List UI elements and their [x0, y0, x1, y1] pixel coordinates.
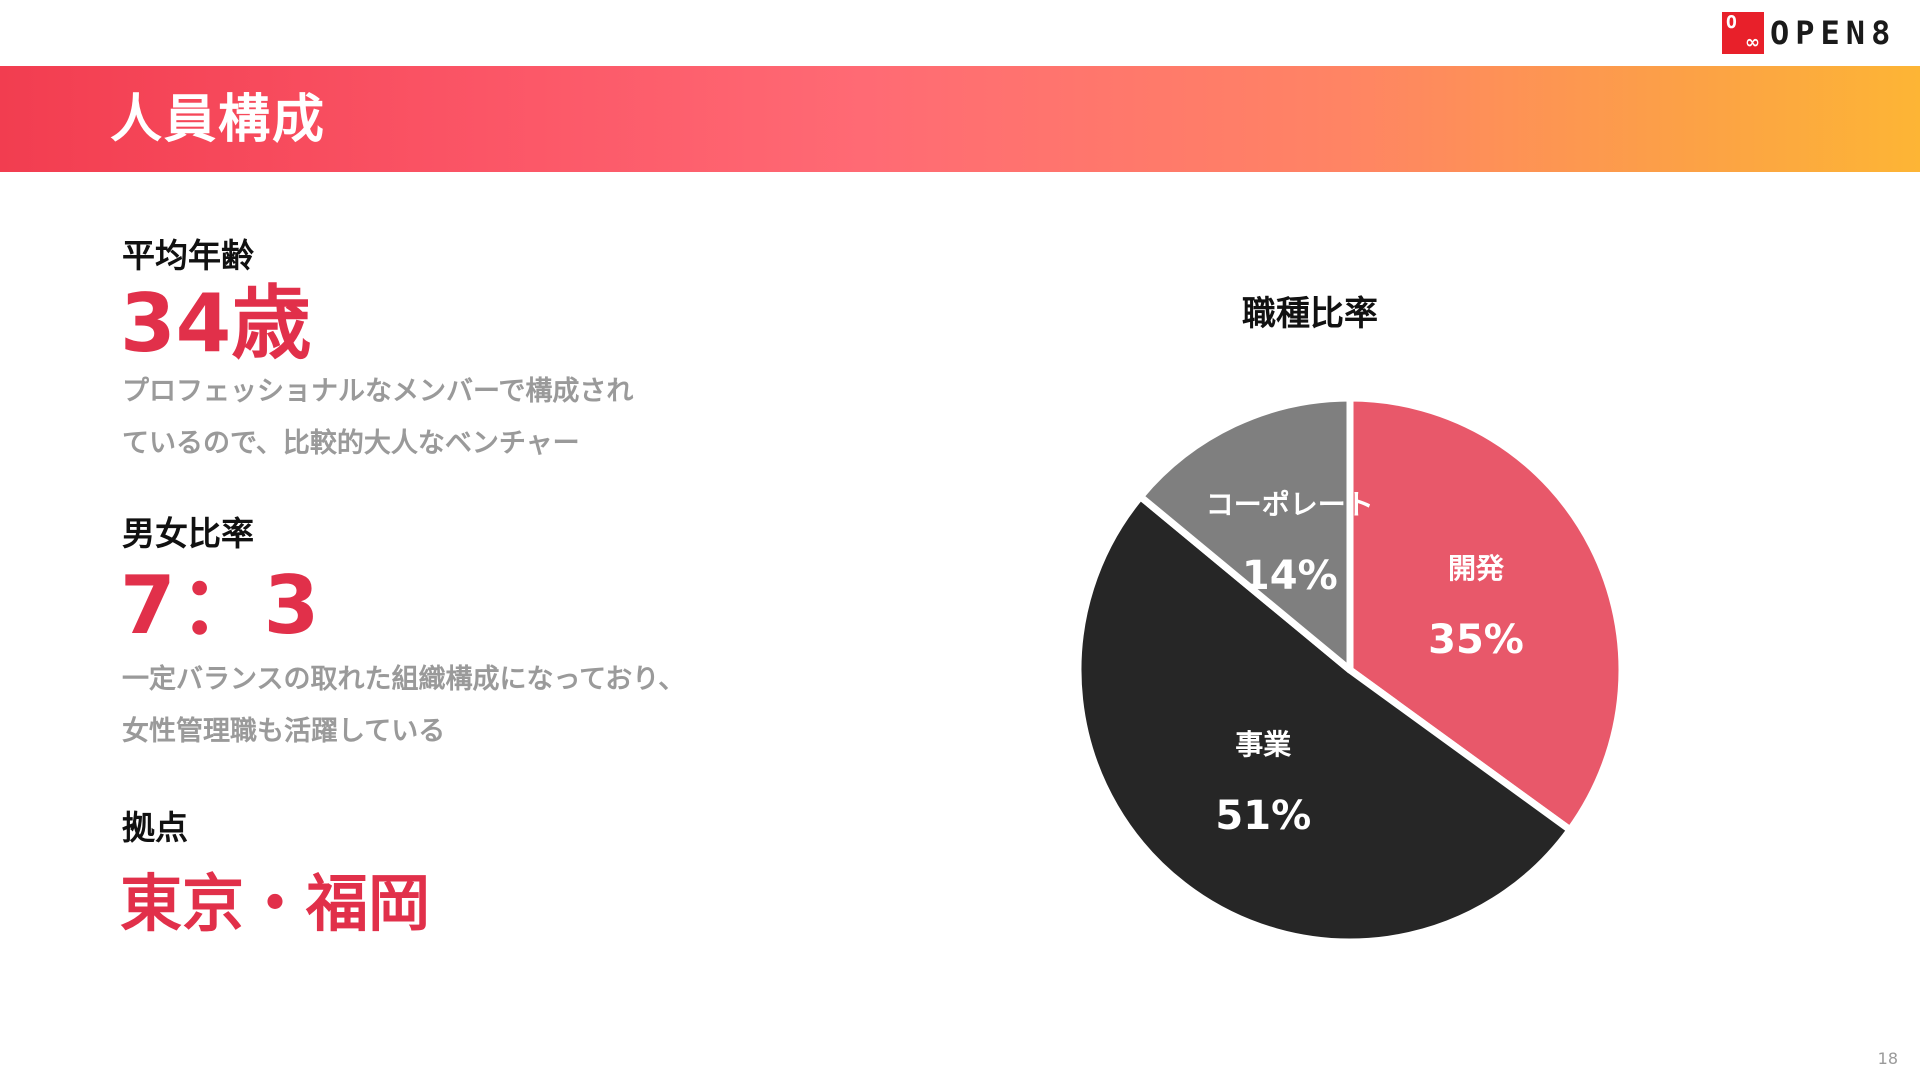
chart-title: 職種比率: [1242, 294, 1378, 334]
gender-ratio-value: 7：3: [120, 559, 324, 652]
average-age-description-line: プロフェッショナルなメンバーで構成され: [122, 376, 634, 407]
job-type-pie-chart: 開発 35% 事業 51% コーポレート 14%: [1074, 394, 1626, 946]
pie-slice-0: [1346, 394, 1626, 834]
pie-slice-label: 開発: [1448, 552, 1505, 585]
gender-ratio-description-line: 一定バランスの取れた組織構成になっており、: [122, 664, 686, 695]
pie-slice-label: コーポレート: [1206, 488, 1374, 521]
logo-mark-bottom: ∞: [1745, 32, 1760, 53]
average-age-label: 平均年齢: [122, 236, 254, 275]
gender-ratio-description: 一定バランスの取れた組織構成になっており、 女性管理職も活躍している: [122, 654, 685, 758]
gender-ratio-description-line: 女性管理職も活躍している: [122, 716, 446, 747]
pie-slice-label: 事業: [1235, 728, 1291, 761]
pie-slice-value-label: 51%: [1215, 793, 1311, 839]
logo-text: OPEN8: [1770, 14, 1897, 52]
pie-slice-2: [1136, 394, 1354, 674]
gender-ratio-label: 男女比率: [122, 514, 254, 553]
office-location-label: 拠点: [122, 808, 188, 847]
average-age-description: プロフェッショナルなメンバーで構成され ているので、比較的大人なベンチャー: [122, 366, 633, 470]
pie-slice-value-label: 14%: [1242, 553, 1338, 599]
office-location-value: 東京・福岡: [120, 867, 431, 940]
pie-slice-1: [1074, 493, 1574, 946]
title-band: 人員構成: [0, 66, 1920, 172]
logo-mark-icon: O ∞: [1722, 12, 1764, 54]
average-age-description-line: ているので、比較的大人なベンチャー: [122, 428, 580, 459]
page-title: 人員構成: [110, 90, 327, 150]
logo-mark-top: O: [1726, 12, 1737, 33]
company-logo: O ∞ OPEN8: [1722, 12, 1896, 54]
average-age-value: 34歳: [120, 277, 312, 370]
pie-slice-value-label: 35%: [1428, 617, 1524, 663]
page-number: 18: [1877, 1049, 1898, 1068]
